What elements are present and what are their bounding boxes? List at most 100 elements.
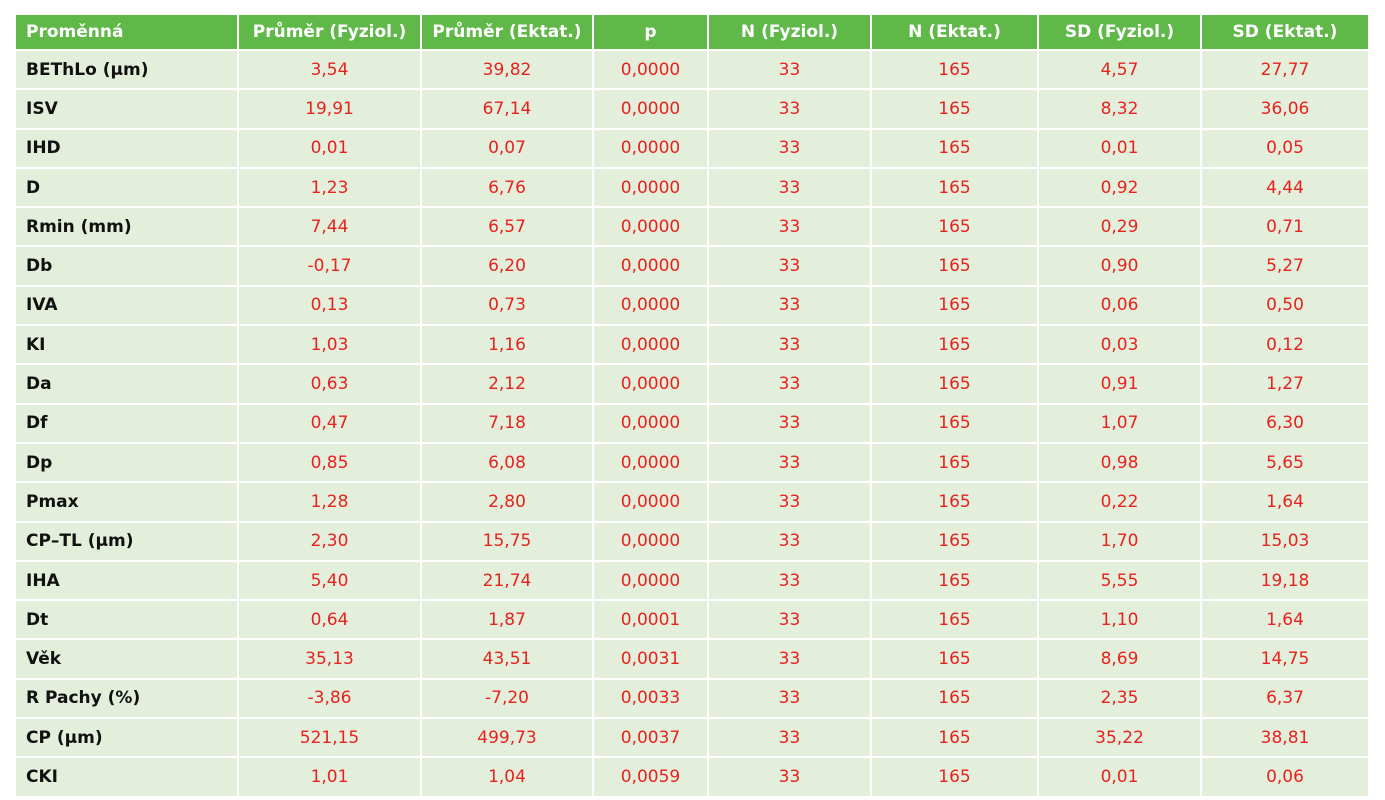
header-cell: SD (Fyziol.) — [1037, 13, 1202, 51]
value-cell: 1,01 — [237, 756, 422, 798]
row-label: CKI — [14, 756, 239, 798]
value-cell: 14,75 — [1200, 638, 1370, 680]
row-label: KI — [14, 324, 239, 366]
row-label: ISV — [14, 88, 239, 130]
value-cell: 0,06 — [1037, 284, 1202, 327]
row-label: Dp — [14, 441, 239, 484]
header-row: Proměnná Průměr (Fyziol.) Průměr (Ektat.) p… — [14, 13, 1370, 51]
value-cell: 15,03 — [1200, 520, 1370, 562]
value-cell: 33 — [707, 441, 872, 484]
value-cell: 0,0037 — [592, 717, 709, 759]
value-cell: 165 — [870, 284, 1039, 327]
table-row: BEThLo (µm) 3,54 39,82 0,0000 33 165 4,57 27,77 — [14, 48, 1370, 91]
row-label: D — [14, 166, 239, 209]
row-label: Věk — [14, 638, 239, 680]
value-cell: 1,27 — [1200, 363, 1370, 405]
value-cell: 1,23 — [237, 166, 422, 209]
value-cell: 165 — [870, 127, 1039, 169]
value-cell: 0,0000 — [592, 481, 709, 523]
value-cell: 15,75 — [420, 520, 594, 562]
value-cell: -0,17 — [237, 245, 422, 287]
value-cell: 0,91 — [1037, 363, 1202, 405]
row-label: BEThLo (µm) — [14, 48, 239, 91]
value-cell: 0,0000 — [592, 559, 709, 602]
value-cell: 33 — [707, 363, 872, 405]
value-cell: 0,0000 — [592, 48, 709, 91]
value-cell: 0,0000 — [592, 324, 709, 366]
value-cell: 1,64 — [1200, 481, 1370, 523]
value-cell: 8,69 — [1037, 638, 1202, 680]
value-cell: 33 — [707, 402, 872, 444]
value-cell: 33 — [707, 245, 872, 287]
value-cell: 165 — [870, 245, 1039, 287]
value-cell: 33 — [707, 638, 872, 680]
value-cell: -7,20 — [420, 677, 594, 720]
value-cell: 0,0000 — [592, 166, 709, 209]
value-cell: 6,20 — [420, 245, 594, 287]
value-cell: 0,0031 — [592, 638, 709, 680]
value-cell: 19,91 — [237, 88, 422, 130]
value-cell: 33 — [707, 324, 872, 366]
table-body: BEThLo (µm) 3,54 39,82 0,0000 33 165 4,57 27,77… — [14, 48, 1370, 798]
value-cell: 165 — [870, 441, 1039, 484]
value-cell: 1,07 — [1037, 402, 1202, 444]
value-cell: 0,05 — [1200, 127, 1370, 169]
value-cell: 165 — [870, 520, 1039, 562]
value-cell: 2,12 — [420, 363, 594, 405]
value-cell: 0,0000 — [592, 441, 709, 484]
value-cell: 67,14 — [420, 88, 594, 130]
value-cell: 0,03 — [1037, 324, 1202, 366]
table-row: Věk 35,13 43,51 0,0031 33 165 8,69 14,75 — [14, 638, 1370, 680]
value-cell: 33 — [707, 166, 872, 209]
row-label: CP (µm) — [14, 717, 239, 759]
value-cell: 1,16 — [420, 324, 594, 366]
value-cell: 0,98 — [1037, 441, 1202, 484]
value-cell: 1,87 — [420, 599, 594, 641]
table-row: Dt 0,64 1,87 0,0001 33 165 1,10 1,64 — [14, 599, 1370, 641]
value-cell: 0,64 — [237, 599, 422, 641]
value-cell: 0,90 — [1037, 245, 1202, 287]
row-label: R Pachy (%) — [14, 677, 239, 720]
table-row: IHA 5,40 21,74 0,0000 33 165 5,55 19,18 — [14, 559, 1370, 602]
value-cell: 6,57 — [420, 206, 594, 248]
table-row: IHD 0,01 0,07 0,0000 33 165 0,01 0,05 — [14, 127, 1370, 169]
value-cell: 6,76 — [420, 166, 594, 209]
value-cell: 43,51 — [420, 638, 594, 680]
value-cell: 33 — [707, 756, 872, 798]
row-label: Df — [14, 402, 239, 444]
value-cell: 0,0000 — [592, 402, 709, 444]
value-cell: 33 — [707, 717, 872, 759]
value-cell: 165 — [870, 717, 1039, 759]
value-cell: 0,63 — [237, 363, 422, 405]
header-cell: p — [592, 13, 709, 51]
value-cell: 33 — [707, 88, 872, 130]
value-cell: 0,0000 — [592, 284, 709, 327]
value-cell: 5,55 — [1037, 559, 1202, 602]
row-label: IHA — [14, 559, 239, 602]
header-cell: SD (Ektat.) — [1200, 13, 1370, 51]
value-cell: 33 — [707, 677, 872, 720]
table-row: Da 0,63 2,12 0,0000 33 165 0,91 1,27 — [14, 363, 1370, 405]
value-cell: 35,22 — [1037, 717, 1202, 759]
value-cell: 165 — [870, 48, 1039, 91]
row-label: IHD — [14, 127, 239, 169]
value-cell: 1,70 — [1037, 520, 1202, 562]
value-cell: 0,12 — [1200, 324, 1370, 366]
value-cell: 165 — [870, 166, 1039, 209]
table-row: CP–TL (µm) 2,30 15,75 0,0000 33 165 1,70 15,03 — [14, 520, 1370, 562]
value-cell: 3,54 — [237, 48, 422, 91]
value-cell: 165 — [870, 88, 1039, 130]
value-cell: 1,64 — [1200, 599, 1370, 641]
table-row: IVA 0,13 0,73 0,0000 33 165 0,06 0,50 — [14, 284, 1370, 327]
value-cell: -3,86 — [237, 677, 422, 720]
value-cell: 0,0033 — [592, 677, 709, 720]
value-cell: 5,40 — [237, 559, 422, 602]
value-cell: 499,73 — [420, 717, 594, 759]
table-row: Df 0,47 7,18 0,0000 33 165 1,07 6,30 — [14, 402, 1370, 444]
value-cell: 33 — [707, 481, 872, 523]
value-cell: 0,01 — [1037, 756, 1202, 798]
row-label: Da — [14, 363, 239, 405]
value-cell: 7,44 — [237, 206, 422, 248]
value-cell: 33 — [707, 520, 872, 562]
